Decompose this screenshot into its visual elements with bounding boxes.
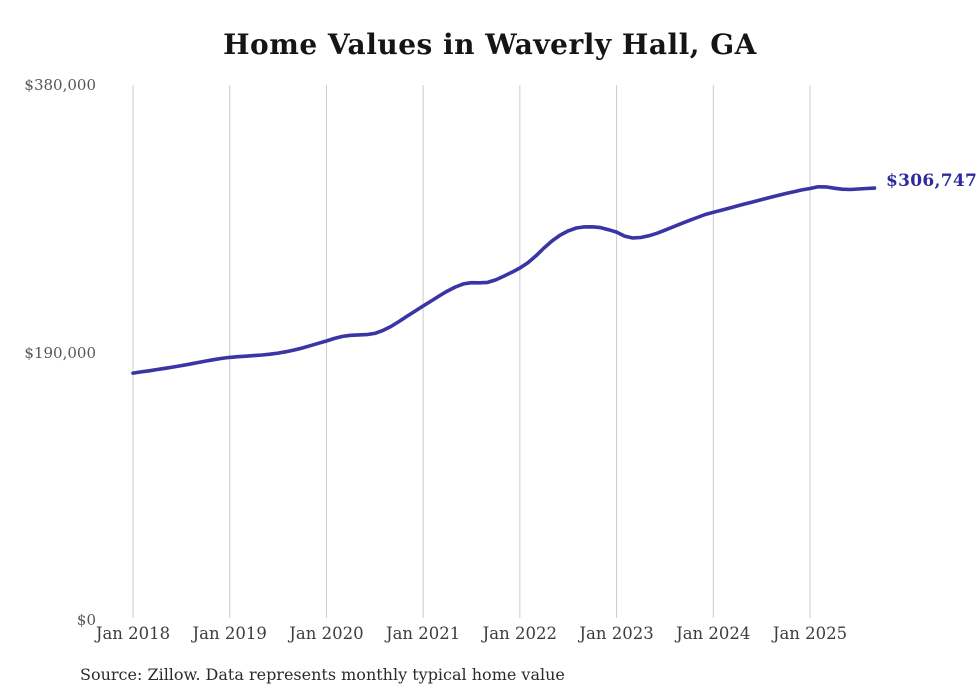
y-tick-label: $190,000 bbox=[24, 343, 96, 362]
x-tick-label: Jan 2024 bbox=[676, 624, 751, 643]
source-note: Source: Zillow. Data represents monthly … bbox=[80, 665, 565, 684]
x-tick-label: Jan 2022 bbox=[482, 624, 557, 643]
latest-value-label: $306,747 bbox=[886, 171, 978, 191]
chart-title: Home Values in Waverly Hall, GA bbox=[223, 28, 757, 61]
x-tick-label: Jan 2021 bbox=[385, 624, 461, 643]
home-value-line-series bbox=[131, 185, 877, 375]
x-tick-label: Jan 2019 bbox=[192, 624, 267, 643]
x-tick-label: Jan 2025 bbox=[772, 624, 848, 643]
y-tick-label: $0 bbox=[76, 611, 96, 629]
x-tick-label: Jan 2018 bbox=[95, 624, 171, 643]
x-tick-label: Jan 2023 bbox=[579, 624, 654, 643]
y-tick-label: $380,000 bbox=[24, 76, 96, 94]
x-tick-label: Jan 2020 bbox=[289, 624, 364, 643]
